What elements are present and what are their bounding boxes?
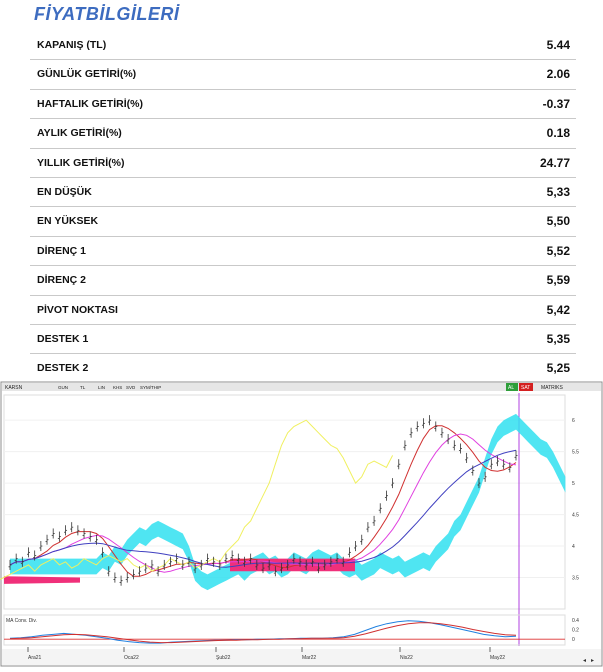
price-row-value: -0.37	[542, 96, 570, 111]
price-row-value: 2.06	[546, 67, 570, 82]
price-row-value: 5,52	[546, 243, 570, 258]
price-row: HAFTALIK GETİRİ(%) -0.37	[30, 90, 576, 120]
ichimoku-cloud-bearish	[4, 576, 80, 584]
macd-signal-line	[9, 622, 517, 644]
price-row-label: DİRENÇ 1	[37, 244, 87, 257]
scroll-left-icon[interactable]: ◂	[583, 657, 586, 664]
price-info-table: KAPANIŞ (TL) 5.44 GÜNLÜK GETİRİ(%) 2.06 HAFT…	[30, 31, 576, 384]
price-row: DİRENÇ 1 5,52	[30, 237, 576, 267]
price-row-label: GÜNLÜK GETİRİ(%)	[37, 68, 137, 81]
indicator-label: MA Conv. Div.	[6, 618, 37, 624]
chart-toolbar	[2, 383, 601, 391]
y-tick-label: 3.5	[572, 576, 579, 582]
price-row-value: 5.44	[546, 38, 570, 52]
y-tick-label: 4.5	[572, 513, 579, 519]
moving-average-mid	[9, 433, 517, 573]
x-tick-label: Oca22	[124, 655, 139, 661]
x-axis-band	[2, 649, 601, 665]
price-row: EN YÜKSEK 5,50	[30, 207, 576, 237]
price-row: GÜNLÜK GETİRİ(%) 2.06	[30, 60, 576, 90]
sell-badge[interactable]	[519, 383, 533, 391]
price-row-value: 24.77	[539, 155, 570, 170]
x-tick-label: May22	[490, 655, 505, 661]
page-title: FİYATBİLGİLERİ	[34, 4, 180, 24]
scroll-right-icon[interactable]: ▸	[591, 657, 594, 664]
price-row-value: 0.18	[546, 126, 570, 141]
price-row: PİVOT NOKTASI 5,42	[30, 296, 576, 325]
y-tick-label: 4	[572, 544, 575, 550]
indicator-plot-area	[3, 614, 566, 646]
price-row-value: 5,33	[546, 184, 570, 199]
y-tick-label: 6	[572, 418, 575, 424]
x-tick-label: Mar22	[302, 655, 316, 661]
price-row-label: DESTEK 1	[37, 332, 89, 345]
price-row-label: EN YÜKSEK	[37, 215, 99, 228]
price-row: AYLIK GETİRİ(%) 0.18	[30, 119, 576, 149]
x-tick-label: Nis22	[400, 655, 413, 661]
price-row-label: AYLIK GETİRİ(%)	[37, 127, 122, 140]
price-chart[interactable]: KARSN GUN TL LIN KHS SVD SYM/THIP AL SAT MATRIKS …	[0, 381, 603, 667]
x-tick-label: Ara21	[28, 655, 42, 661]
y-tick-label: 5	[572, 481, 575, 487]
chart-symbol[interactable]: KARSN	[5, 385, 23, 391]
x-tick-label: Şub22	[216, 655, 231, 661]
main-plot-area	[3, 394, 566, 610]
price-row: DİRENÇ 2 5,59	[30, 266, 576, 296]
chart-toolbar-item[interactable]: TL	[80, 385, 86, 390]
price-row-value: 5,59	[546, 273, 570, 288]
price-row-label: DESTEK 2	[37, 362, 89, 375]
price-row-value: 5,25	[546, 361, 570, 376]
indicator-y-tick-label: 0.2	[572, 628, 579, 634]
indicator-y-tick-label: 0.4	[572, 618, 579, 624]
price-row-value: 5,35	[546, 331, 570, 346]
indicator-y-tick-label: 0	[572, 637, 575, 643]
chart-toolbar-item[interactable]: SYM/THIP	[140, 385, 161, 390]
sell-badge-label: SAT	[521, 385, 530, 391]
price-row-label: HAFTALIK GETİRİ(%)	[37, 97, 143, 110]
price-row-label: EN DÜŞÜK	[37, 185, 92, 198]
price-row-label: YILLIK GETİRİ(%)	[37, 156, 125, 169]
chart-toolbar-item[interactable]: LIN	[98, 385, 105, 390]
price-row: EN DÜŞÜK 5,33	[30, 178, 576, 208]
buy-badge[interactable]	[506, 383, 518, 391]
price-row: DESTEK 2 5,25	[30, 354, 576, 384]
price-row-value: 5,50	[546, 214, 570, 229]
chart-brand: MATRIKS	[541, 385, 564, 391]
buy-badge-label: AL	[508, 385, 514, 391]
price-row-label: DİRENÇ 2	[37, 274, 87, 287]
price-row: KAPANIŞ (TL) 5.44	[30, 31, 576, 61]
chart-toolbar-item[interactable]: SVD	[126, 385, 136, 390]
price-row-value: 5,42	[546, 302, 570, 317]
ichimoku-cloud	[10, 413, 566, 591]
price-chart-panel: KARSN GUN TL LIN KHS SVD SYM/THIP AL SAT MATRIKS …	[0, 381, 603, 667]
price-row-label: PİVOT NOKTASI	[37, 303, 118, 316]
price-row-label: KAPANIŞ (TL)	[37, 39, 107, 51]
chart-toolbar-item[interactable]: KHS	[113, 385, 122, 390]
y-tick-label: 5.5	[572, 450, 579, 456]
moving-average-short	[9, 425, 517, 577]
price-row: DESTEK 1 5,35	[30, 325, 576, 355]
price-row: YILLIK GETİRİ(%) 24.77	[30, 149, 576, 178]
chart-toolbar-item[interactable]: GUN	[58, 385, 68, 390]
